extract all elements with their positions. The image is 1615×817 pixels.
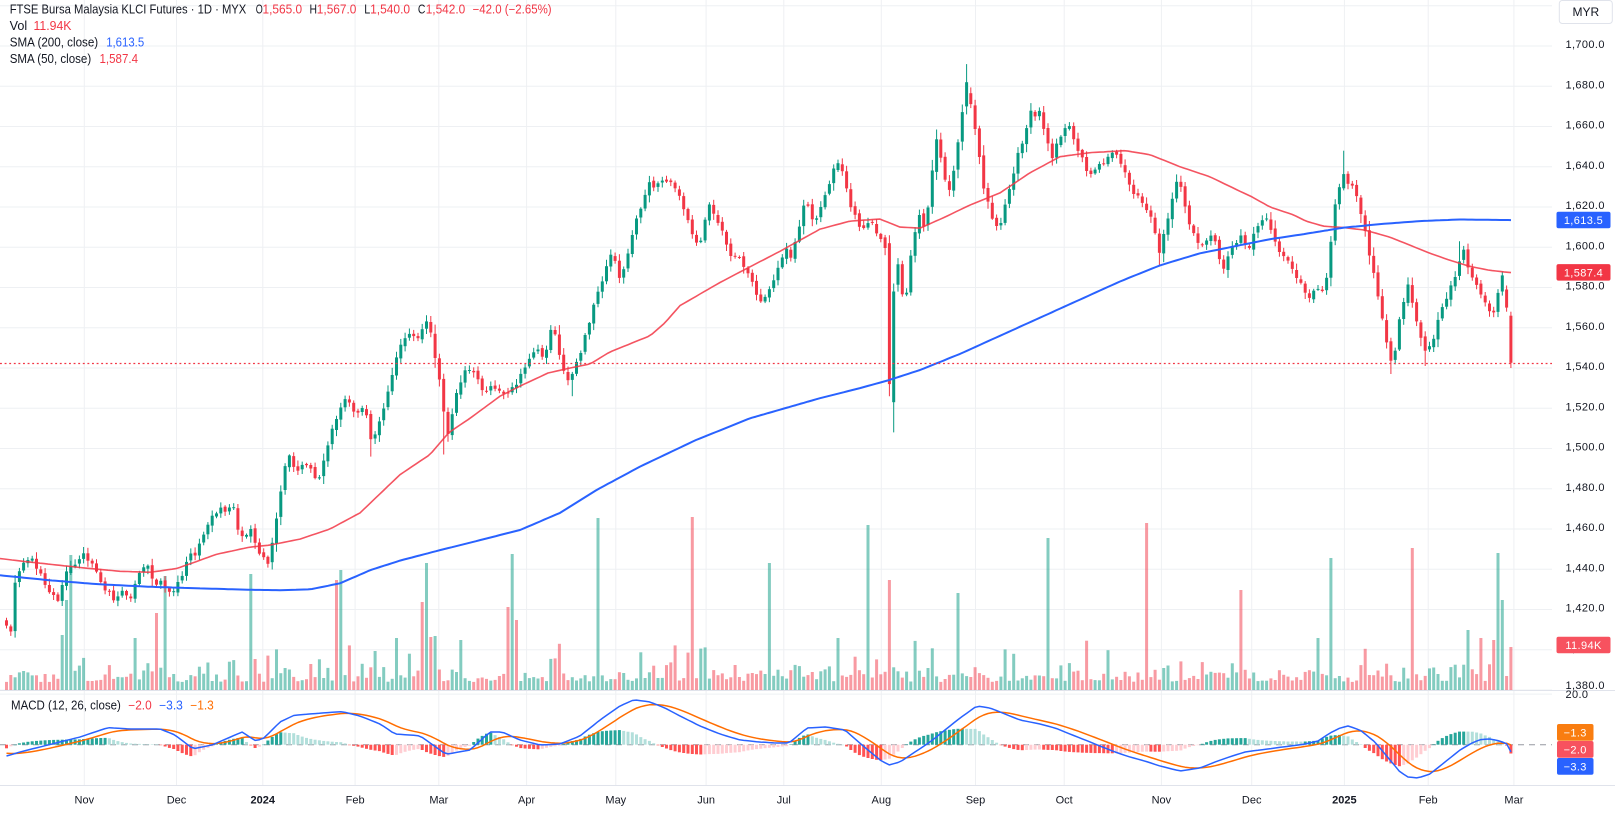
- svg-text:Oct: Oct: [1056, 795, 1073, 807]
- svg-text:1,587.4: 1,587.4: [1564, 267, 1603, 279]
- svg-text:1,580.0: 1,580.0: [1566, 281, 1605, 293]
- svg-text:Feb: Feb: [346, 795, 365, 807]
- svg-text:1,613.5: 1,613.5: [1564, 215, 1603, 227]
- svg-text:1,613.5: 1,613.5: [106, 36, 144, 50]
- svg-text:1,565.0: 1,565.0: [263, 3, 303, 17]
- svg-text:1,380.0: 1,380.0: [1566, 680, 1605, 692]
- svg-text:Jun: Jun: [697, 795, 715, 807]
- svg-text:O: O: [256, 3, 263, 17]
- svg-text:1,460.0: 1,460.0: [1566, 522, 1605, 534]
- svg-text:−3.3: −3.3: [159, 699, 183, 713]
- svg-text:1,540.0: 1,540.0: [370, 3, 410, 17]
- svg-text:Nov: Nov: [75, 795, 95, 807]
- svg-text:1,542.0: 1,542.0: [426, 3, 466, 17]
- svg-text:1,540.0: 1,540.0: [1566, 361, 1605, 373]
- svg-text:Jul: Jul: [777, 795, 791, 807]
- svg-text:Vol: Vol: [10, 19, 28, 33]
- svg-text:1,567.0: 1,567.0: [317, 3, 357, 17]
- svg-text:1,660.0: 1,660.0: [1566, 120, 1605, 132]
- svg-text:20.0: 20.0: [1566, 689, 1589, 701]
- svg-text:May: May: [605, 795, 626, 807]
- svg-text:−42.0 (−2.65%): −42.0 (−2.65%): [473, 3, 552, 17]
- svg-text:SMA (200, close): SMA (200, close): [10, 36, 99, 50]
- svg-text:1,587.4: 1,587.4: [100, 52, 139, 66]
- svg-text:1,680.0: 1,680.0: [1566, 80, 1605, 92]
- svg-text:1,600.0: 1,600.0: [1566, 241, 1605, 253]
- svg-text:2024: 2024: [251, 795, 276, 807]
- svg-text:−2.0: −2.0: [1564, 744, 1587, 756]
- svg-text:L: L: [364, 3, 370, 17]
- svg-text:Nov: Nov: [1152, 795, 1172, 807]
- svg-text:FTSE Bursa Malaysia KLCI Futur: FTSE Bursa Malaysia KLCI Futures · 1D · …: [10, 3, 247, 17]
- svg-text:−1.3: −1.3: [1564, 727, 1587, 739]
- svg-text:Apr: Apr: [518, 795, 535, 807]
- svg-text:MYR: MYR: [1572, 5, 1599, 19]
- svg-text:1,480.0: 1,480.0: [1566, 482, 1605, 494]
- svg-text:−1.3: −1.3: [190, 699, 214, 713]
- svg-text:1,700.0: 1,700.0: [1566, 39, 1605, 51]
- svg-text:Mar: Mar: [429, 795, 448, 807]
- svg-text:11.94K: 11.94K: [1565, 640, 1602, 652]
- svg-text:H: H: [310, 3, 318, 17]
- svg-text:Sep: Sep: [966, 795, 986, 807]
- svg-text:Mar: Mar: [1504, 795, 1523, 807]
- svg-text:Dec: Dec: [1242, 795, 1262, 807]
- svg-text:−2.0: −2.0: [128, 699, 151, 713]
- svg-text:1,640.0: 1,640.0: [1566, 160, 1605, 172]
- svg-text:Dec: Dec: [167, 795, 187, 807]
- svg-text:1,620.0: 1,620.0: [1566, 200, 1605, 212]
- svg-text:SMA (50, close): SMA (50, close): [10, 52, 92, 66]
- svg-text:11.94K: 11.94K: [34, 19, 73, 33]
- svg-text:1,500.0: 1,500.0: [1566, 442, 1605, 454]
- svg-text:−3.3: −3.3: [1564, 761, 1587, 773]
- svg-text:1,420.0: 1,420.0: [1566, 603, 1605, 615]
- svg-text:1,520.0: 1,520.0: [1566, 402, 1605, 414]
- svg-text:Feb: Feb: [1419, 795, 1438, 807]
- svg-text:MACD (12, 26, close): MACD (12, 26, close): [11, 699, 121, 713]
- svg-text:1,440.0: 1,440.0: [1566, 563, 1605, 575]
- svg-text:Aug: Aug: [872, 795, 892, 807]
- svg-text:1,560.0: 1,560.0: [1566, 321, 1605, 333]
- svg-text:2025: 2025: [1332, 795, 1356, 807]
- svg-text:C: C: [418, 3, 426, 17]
